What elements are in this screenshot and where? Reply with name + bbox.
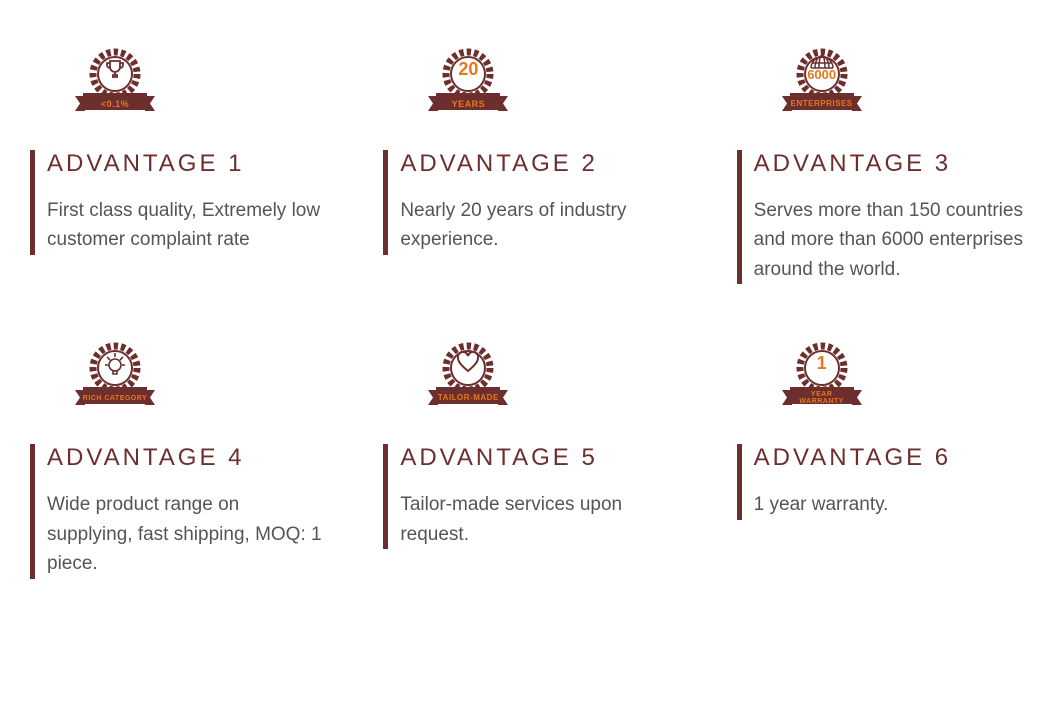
- advantage-title: ADVANTAGE 4: [47, 444, 323, 472]
- advantage-desc: 1 year warranty.: [754, 490, 1030, 519]
- ribbon-text: RICH CATEGORY: [83, 395, 147, 402]
- text-block: ADVANTAGE 3 Serves more than 150 countri…: [737, 150, 1030, 284]
- advantage-title: ADVANTAGE 6: [754, 444, 1030, 472]
- advantage-card-2: 20 YEARS ADVANTAGE 2 Nearly 20 years of …: [383, 40, 676, 284]
- ribbon-text: YEARS: [452, 100, 486, 109]
- ribbon: <0.1%: [70, 93, 160, 115]
- badge-icon: 20 YEARS: [423, 45, 513, 125]
- text-block: ADVANTAGE 6 1 year warranty.: [737, 444, 1030, 519]
- ribbon: TAILOR-MADE: [423, 387, 513, 409]
- badge-wrap: TAILOR-MADE: [383, 334, 676, 424]
- advantage-desc: First class quality, Extremely low custo…: [47, 196, 323, 255]
- badge-center-text: 1: [817, 353, 827, 374]
- badge-icon: RICH CATEGORY: [70, 339, 160, 419]
- ribbon-text: <0.1%: [101, 100, 129, 109]
- ribbon-text: TAILOR-MADE: [438, 394, 499, 402]
- ribbon: RICH CATEGORY: [70, 387, 160, 409]
- badge-wrap: 20 YEARS: [383, 40, 676, 130]
- ribbon: YEAR WARRANTY: [777, 387, 867, 409]
- text-block: ADVANTAGE 2 Nearly 20 years of industry …: [383, 150, 676, 255]
- ribbon: ENTERPRISES: [777, 93, 867, 115]
- advantage-title: ADVANTAGE 2: [400, 150, 676, 178]
- badge-wrap: <0.1%: [30, 40, 323, 130]
- advantage-card-6: 1 YEAR WARRANTY ADVANTAGE 6 1 year warra…: [737, 334, 1030, 578]
- advantage-desc: Serves more than 150 countries and more …: [754, 196, 1030, 284]
- ribbon: YEARS: [423, 93, 513, 115]
- advantages-grid: <0.1% ADVANTAGE 1 First class quality, E…: [30, 40, 1030, 579]
- advantage-title: ADVANTAGE 3: [754, 150, 1030, 178]
- text-block: ADVANTAGE 5 Tailor-made services upon re…: [383, 444, 676, 549]
- badge-wrap: 6000 ENTERPRISES: [737, 40, 1030, 130]
- badge-wrap: 1 YEAR WARRANTY: [737, 334, 1030, 424]
- advantage-card-4: RICH CATEGORY ADVANTAGE 4 Wide product r…: [30, 334, 323, 578]
- trophy-icon: [103, 57, 127, 81]
- badge-center-text: 6000: [807, 67, 836, 82]
- badge-icon: TAILOR-MADE: [423, 339, 513, 419]
- advantage-card-1: <0.1% ADVANTAGE 1 First class quality, E…: [30, 40, 323, 284]
- badge-icon: <0.1%: [70, 45, 160, 125]
- badge-center-text: 20: [458, 59, 478, 80]
- badge-wrap: RICH CATEGORY: [30, 334, 323, 424]
- text-block: ADVANTAGE 4 Wide product range on supply…: [30, 444, 323, 578]
- advantage-desc: Tailor-made services upon request.: [400, 490, 676, 549]
- advantage-card-3: 6000 ENTERPRISES ADVANTAGE 3 Serves more…: [737, 40, 1030, 284]
- advantage-title: ADVANTAGE 5: [400, 444, 676, 472]
- text-block: ADVANTAGE 1 First class quality, Extreme…: [30, 150, 323, 255]
- heart-icon: [456, 351, 480, 375]
- bulb-icon: [103, 351, 127, 379]
- badge-icon: 1 YEAR WARRANTY: [777, 339, 867, 419]
- ribbon-text: ENTERPRISES: [791, 100, 853, 108]
- advantage-title: ADVANTAGE 1: [47, 150, 323, 178]
- badge-icon: 6000 ENTERPRISES: [777, 45, 867, 125]
- advantage-desc: Nearly 20 years of industry experience.: [400, 196, 676, 255]
- advantage-desc: Wide product range on supplying, fast sh…: [47, 490, 323, 578]
- ribbon-text: YEAR WARRANTY: [799, 391, 843, 405]
- advantage-card-5: TAILOR-MADE ADVANTAGE 5 Tailor-made serv…: [383, 334, 676, 578]
